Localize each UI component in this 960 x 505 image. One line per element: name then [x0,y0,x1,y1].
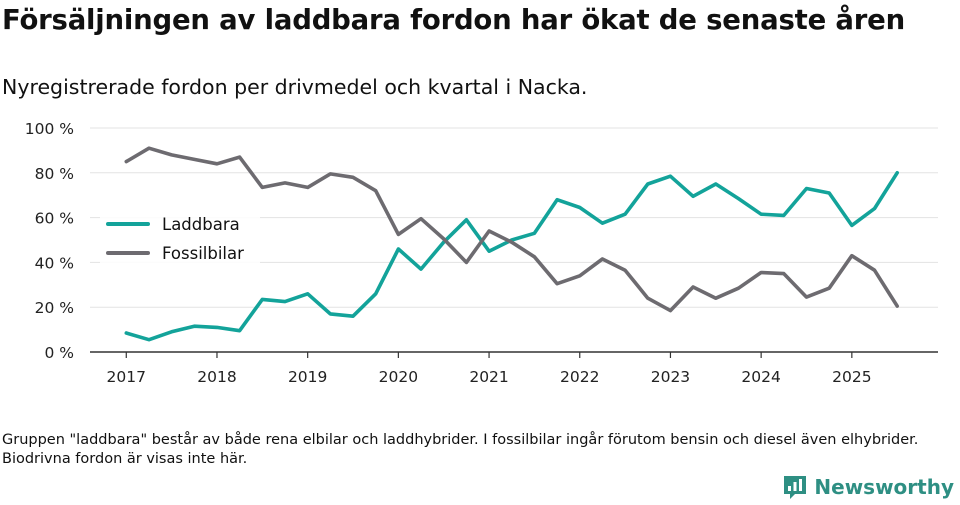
data-point [306,186,309,189]
x-tick-label: 2022 [560,368,599,386]
data-point [261,186,264,189]
brand-name: Newsworthy [814,475,954,499]
chart-subtitle: Nyregistrerade fordon per drivmedel och … [2,75,588,99]
data-point [397,233,400,236]
x-tick-label: 2018 [197,368,236,386]
data-point [646,182,649,185]
data-point [487,229,490,232]
data-point [419,217,422,220]
data-point [329,312,332,315]
data-point [329,172,332,175]
x-tick-label: 2017 [107,368,146,386]
data-point [646,297,649,300]
data-point [215,326,218,329]
x-tick-label: 2019 [288,368,327,386]
data-point [193,158,196,161]
y-tick-label: 80 % [35,165,74,183]
brand-logo: Newsworthy [782,474,954,500]
x-tick-label: 2024 [741,368,780,386]
series-line-laddbara [124,171,900,342]
x-tick-label: 2023 [651,368,690,386]
data-point [782,214,785,217]
data-point [624,269,627,272]
data-point [555,282,558,285]
data-point [601,222,604,225]
data-point [170,153,173,156]
data-point [873,269,876,272]
data-point [760,271,763,274]
data-point [125,331,128,334]
data-point [397,247,400,250]
data-point [215,162,218,165]
data-point [578,274,581,277]
legend-label: Fossilbilar [162,244,244,263]
data-point [283,300,286,303]
data-point [465,218,468,221]
data-point [782,272,785,275]
data-point [555,198,558,201]
data-point [737,197,740,200]
data-point [374,189,377,192]
data-point [760,213,763,216]
data-point [624,213,627,216]
data-point [828,287,831,290]
data-point [283,181,286,184]
data-point [147,338,150,341]
newsworthy-logo-icon [784,476,807,499]
line-chart: 0 % 20 % 40 % 60 % 80 % 100 % 2017 2018 2019 2020… [25,120,938,386]
data-point [170,330,173,333]
data-point [261,298,264,301]
data-point [714,297,717,300]
data-point [601,257,604,260]
y-tick-label: 60 % [35,210,74,228]
y-tick-label: 100 % [25,120,74,138]
data-point [238,329,241,332]
data-point [533,255,536,258]
x-tick-label: 2025 [832,368,871,386]
y-tick-label: 0 % [44,344,74,362]
legend-label: Laddbara [162,215,240,234]
y-tick-label: 20 % [35,299,74,317]
data-point [351,315,354,318]
data-point [465,261,468,264]
chart-title: Försäljningen av laddbara fordon har öka… [2,4,905,36]
data-point [238,156,241,159]
data-point [510,241,513,244]
data-point [578,206,581,209]
data-point [374,292,377,295]
data-point [714,182,717,185]
data-point [487,250,490,253]
data-point [442,237,445,240]
data-point [351,176,354,179]
data-point [533,232,536,235]
data-point [873,207,876,210]
data-point [692,195,695,198]
data-point [692,285,695,288]
footnote: Gruppen "laddbara" består av både rena e… [2,432,919,467]
series-line-fossilbilar [124,146,900,313]
data-point [669,175,672,178]
x-tick-label: 2021 [469,368,508,386]
data-point [419,268,422,271]
data-point [896,304,899,307]
data-point [805,187,808,190]
data-point [828,191,831,194]
data-point [850,254,853,257]
data-point [669,309,672,312]
data-point [306,292,309,295]
data-point [896,171,899,174]
data-point [850,224,853,227]
data-point [125,160,128,163]
x-tick-label: 2020 [379,368,418,386]
data-point [147,147,150,150]
y-tick-label: 40 % [35,254,74,272]
data-point [737,287,740,290]
data-point [193,325,196,328]
data-point [805,296,808,299]
